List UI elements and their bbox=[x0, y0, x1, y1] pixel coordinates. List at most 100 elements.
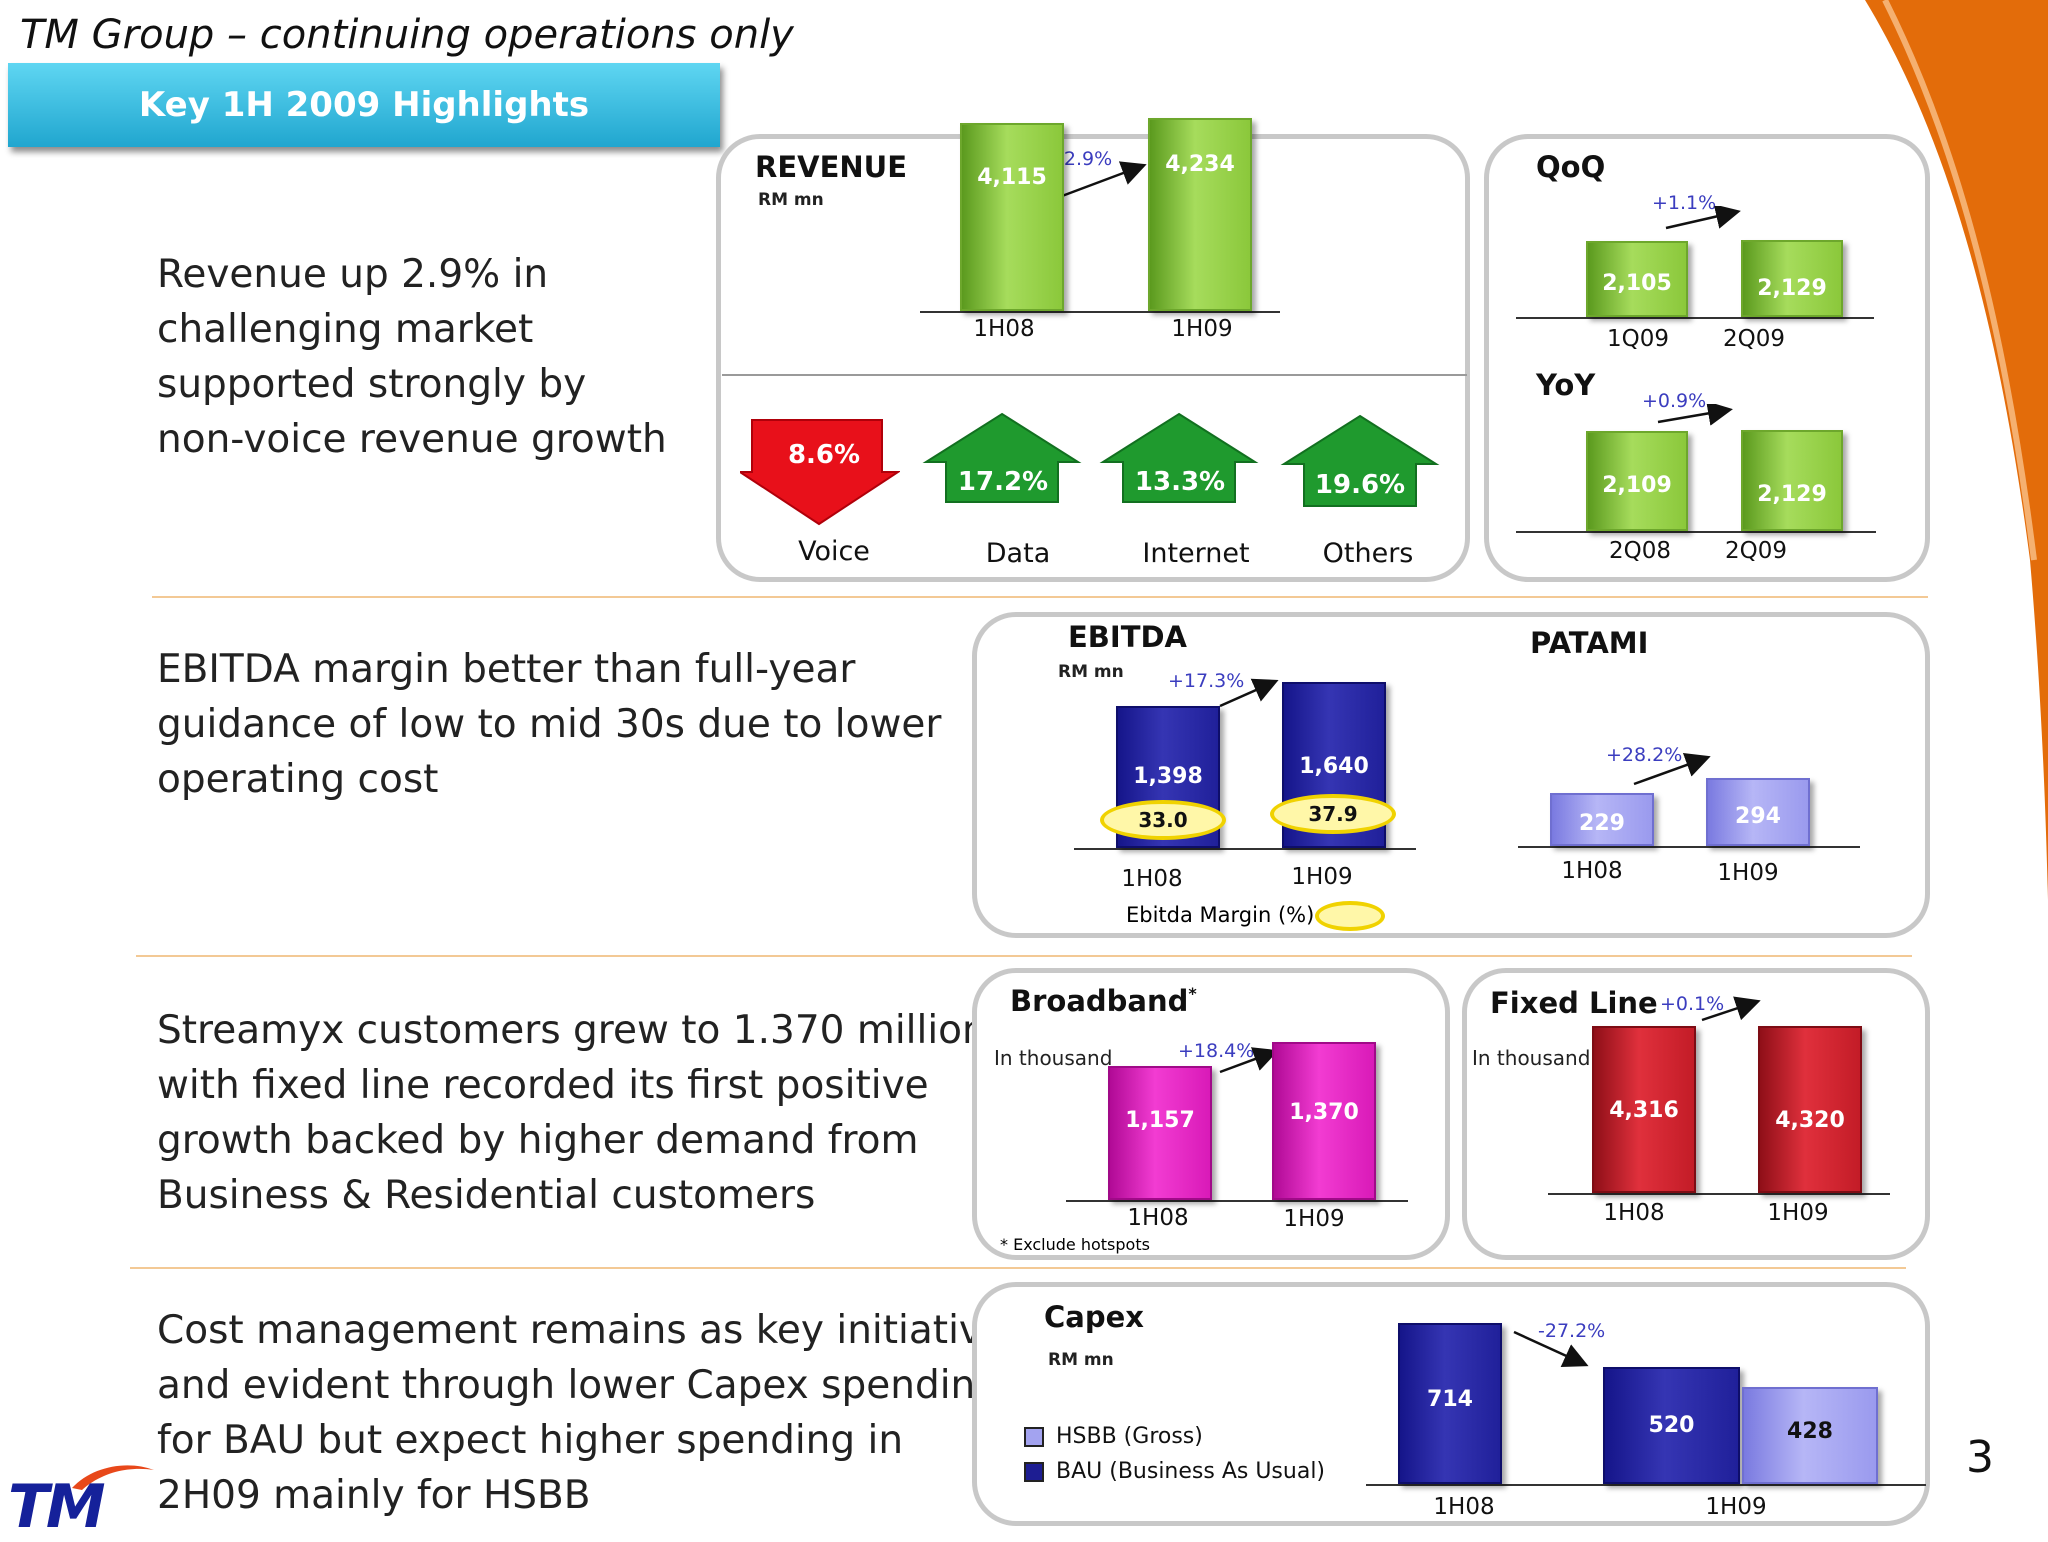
fixed-line-axis bbox=[1548, 1193, 1890, 1195]
patami-title: PATAMI bbox=[1530, 626, 1649, 660]
revenue-growth-arrow-icon bbox=[1061, 161, 1147, 198]
broadband-xlabel: 1H09 bbox=[1283, 1206, 1345, 1232]
ebitda-margin-legend: Ebitda Margin (%) bbox=[1126, 903, 1315, 927]
qoq-xlabel: 1Q09 bbox=[1606, 326, 1670, 352]
tm-logo-swoosh-icon bbox=[72, 1465, 154, 1490]
revenue-xlabel: 1H09 bbox=[1171, 316, 1233, 342]
patami-value-label: 294 bbox=[1735, 804, 1781, 829]
broadband-xlabel: 1H08 bbox=[1127, 1205, 1189, 1231]
desc-line: operating cost bbox=[157, 757, 439, 802]
revenue-description: Revenue up 2.9% in challenging market su… bbox=[157, 247, 667, 467]
broadband-unit: In thousand bbox=[994, 1046, 1113, 1070]
qoq-value-label: 2,105 bbox=[1602, 271, 1672, 296]
patami-bar-1h09: 294 bbox=[1706, 778, 1810, 846]
desc-line: Streamyx customers grew to 1.370 million bbox=[157, 1008, 987, 1053]
desc-line: Cost management remains as key initiativ… bbox=[157, 1308, 1006, 1353]
internet-label: Internet bbox=[1142, 538, 1250, 569]
patami-axis bbox=[1518, 846, 1860, 848]
capex-value-label: 428 bbox=[1787, 1419, 1833, 1444]
desc-line: with fixed line recorded its first posit… bbox=[157, 1063, 929, 1108]
capex-bar-hsbb-1h09: 428 bbox=[1742, 1387, 1878, 1484]
desc-line: challenging market bbox=[157, 307, 534, 352]
ebitda-description: EBITDA margin better than full-year guid… bbox=[157, 642, 941, 807]
revenue-title: REVENUE bbox=[755, 150, 908, 184]
qoq-growth: +1.1% bbox=[1652, 192, 1717, 214]
yoy-axis bbox=[1516, 531, 1876, 533]
yoy-value-label: 2,129 bbox=[1757, 482, 1827, 507]
desc-line: EBITDA margin better than full-year bbox=[157, 647, 856, 692]
revenue-unit: RM mn bbox=[758, 190, 824, 210]
ebitda-unit: RM mn bbox=[1058, 662, 1124, 682]
fixed-line-xlabel: 1H08 bbox=[1603, 1200, 1665, 1226]
data-up-arrow-icon bbox=[922, 412, 1082, 503]
yoy-xlabel: 2Q09 bbox=[1724, 538, 1788, 564]
capex-xlabel: 1H08 bbox=[1433, 1494, 1495, 1520]
legend-label: HSBB (Gross) bbox=[1056, 1424, 1203, 1449]
ebitda-value-label: 1,640 bbox=[1299, 754, 1369, 779]
yoy-xlabel: 2Q08 bbox=[1608, 538, 1672, 564]
desc-line: Business & Residential customers bbox=[157, 1173, 816, 1218]
desc-line: non-voice revenue growth bbox=[157, 417, 667, 462]
revenue-bar-1h08: 4,115 bbox=[960, 123, 1064, 311]
patami-xlabel: 1H09 bbox=[1717, 860, 1779, 886]
separator-3 bbox=[130, 1267, 1906, 1269]
qoq-title: QoQ bbox=[1536, 150, 1606, 184]
slide-title: TM Group – continuing operations only bbox=[20, 12, 794, 58]
qoq-xlabel: 2Q09 bbox=[1722, 326, 1786, 352]
revenue-value-label: 4,234 bbox=[1165, 152, 1235, 177]
fixed-line-bar-1h09: 4,320 bbox=[1758, 1026, 1862, 1193]
data-value: 17.2% bbox=[957, 467, 1049, 497]
ebitda-title: EBITDA bbox=[1068, 620, 1188, 654]
ebitda-growth-arrow-icon bbox=[1219, 678, 1279, 708]
capex-legend-hsbb: HSBB (Gross) bbox=[1024, 1424, 1203, 1449]
patami-value-label: 229 bbox=[1579, 811, 1625, 836]
broadband-title-mark: * bbox=[1188, 984, 1197, 1003]
desc-line: and evident through lower Capex spending bbox=[157, 1363, 1001, 1408]
capex-unit: RM mn bbox=[1048, 1350, 1114, 1370]
internet-up-arrow-icon bbox=[1099, 412, 1259, 503]
fixed-line-value-label: 4,320 bbox=[1775, 1108, 1845, 1133]
capex-title: Capex bbox=[1044, 1300, 1144, 1334]
revenue-value-label: 4,115 bbox=[977, 165, 1047, 190]
broadband-bar-1h08: 1,157 bbox=[1108, 1066, 1212, 1200]
tm-logo: TM bbox=[8, 1472, 106, 1542]
ebitda-axis bbox=[1074, 848, 1416, 850]
broadband-growth-arrow-icon bbox=[1219, 1047, 1279, 1074]
qoq-axis bbox=[1516, 317, 1874, 319]
page-number: 3 bbox=[1966, 1432, 1994, 1483]
broadband-value-label: 1,157 bbox=[1125, 1108, 1195, 1133]
internet-value: 13.3% bbox=[1134, 467, 1226, 497]
broadband-title-text: Broadband bbox=[1010, 984, 1189, 1018]
yoy-bar-2q09: 2,129 bbox=[1741, 430, 1843, 531]
capex-description: Cost management remains as key initiativ… bbox=[157, 1303, 1006, 1523]
capex-value-label: 520 bbox=[1648, 1413, 1695, 1438]
capex-xlabel: 1H09 bbox=[1705, 1494, 1767, 1520]
others-up-arrow-icon bbox=[1280, 414, 1440, 507]
separator-1 bbox=[152, 596, 1928, 598]
ebitda-value-label: 1,398 bbox=[1133, 764, 1203, 789]
yoy-growth-arrow-icon bbox=[1657, 404, 1733, 426]
revenue-divider bbox=[722, 374, 1467, 376]
yoy-title: YoY bbox=[1536, 368, 1596, 402]
capex-decline-arrow-icon bbox=[1513, 1330, 1589, 1368]
others-label: Others bbox=[1322, 538, 1414, 569]
bau-swatch bbox=[1024, 1461, 1044, 1482]
broadband-bar-1h09: 1,370 bbox=[1272, 1042, 1376, 1200]
desc-line: supported strongly by bbox=[157, 362, 587, 407]
fixed-line-title: Fixed Line bbox=[1490, 986, 1658, 1020]
desc-line: Revenue up 2.9% in bbox=[157, 252, 549, 297]
voice-down-arrow-icon bbox=[740, 419, 900, 526]
hsbb-swatch bbox=[1024, 1426, 1044, 1447]
desc-line: guidance of low to mid 30s due to lower bbox=[157, 702, 942, 747]
broadband-title: Broadband* bbox=[1010, 984, 1197, 1018]
capex-bar-bau-1h09: 520 bbox=[1603, 1367, 1740, 1484]
patami-bar-1h08: 229 bbox=[1550, 793, 1654, 846]
patami-growth-arrow-icon bbox=[1633, 753, 1711, 786]
desc-line: growth backed by higher demand from bbox=[157, 1118, 919, 1163]
streamyx-description: Streamyx customers grew to 1.370 million… bbox=[157, 1003, 987, 1223]
voice-label: Voice bbox=[798, 536, 870, 567]
ebitda-margin-badge: 33.0 bbox=[1100, 800, 1226, 840]
fixed-line-value-label: 4,316 bbox=[1609, 1098, 1679, 1123]
capex-bar-bau-1h08: 714 bbox=[1398, 1323, 1502, 1484]
others-value: 19.6% bbox=[1314, 470, 1406, 500]
